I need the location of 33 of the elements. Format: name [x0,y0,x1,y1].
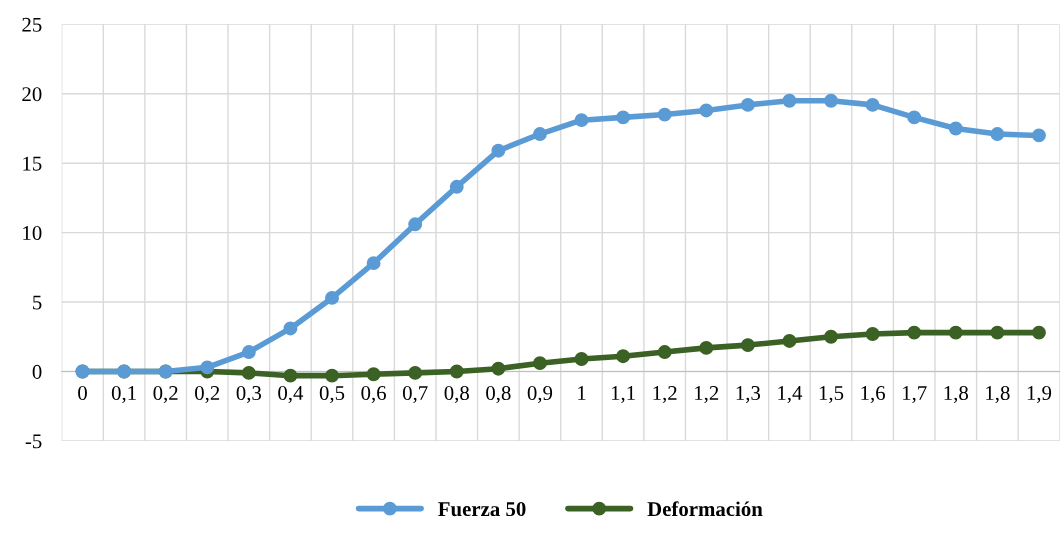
x-tick-label: 0,3 [236,385,262,404]
legend-label: Deformación [647,501,763,517]
x-tick-label: 0,1 [111,385,136,404]
x-tick-label: 1,8 [944,385,969,404]
x-tick-label: 1,3 [736,386,761,404]
x-tick-label: 0,2 [195,385,220,404]
y-tick-label: 25 [22,17,42,32]
x-tick-label: 0,6 [361,385,386,404]
y-tick-label: -5 [25,434,42,449]
x-tick-label: 1,9 [1027,386,1052,404]
y-tick-label: 10 [23,226,42,241]
x-tick-label: 1,5 [819,386,844,404]
x-tick-label: 1,2 [695,386,719,404]
x-tick-label: 1,6 [861,386,886,404]
x-tick-label: 1 [578,386,586,400]
y-tick-label: 15 [23,156,42,171]
y-tick-label: 20 [22,87,42,102]
x-tick-label: 0 [78,385,87,401]
y-tick-label: 5 [33,295,42,310]
x-tick-label: 0,8 [486,385,511,404]
x-tick-label: 0,8 [444,385,469,404]
y-tick-label: 0 [32,364,42,379]
x-tick-label: 0,2 [153,385,178,404]
x-tick-label: 0,7 [402,385,428,404]
x-tick-label: 1,2 [653,386,677,404]
legend-label: Fuerza 50 [438,502,526,517]
x-tick-label: 0,9 [527,385,553,404]
x-tick-label: 1,7 [903,386,927,404]
x-tick-label: 1,1 [611,386,635,404]
x-tick-label: 1,4 [778,386,803,404]
x-tick-label: 0,4 [278,385,304,404]
x-tick-label: 1,8 [986,385,1010,404]
x-tick-label: 0,5 [319,385,345,404]
